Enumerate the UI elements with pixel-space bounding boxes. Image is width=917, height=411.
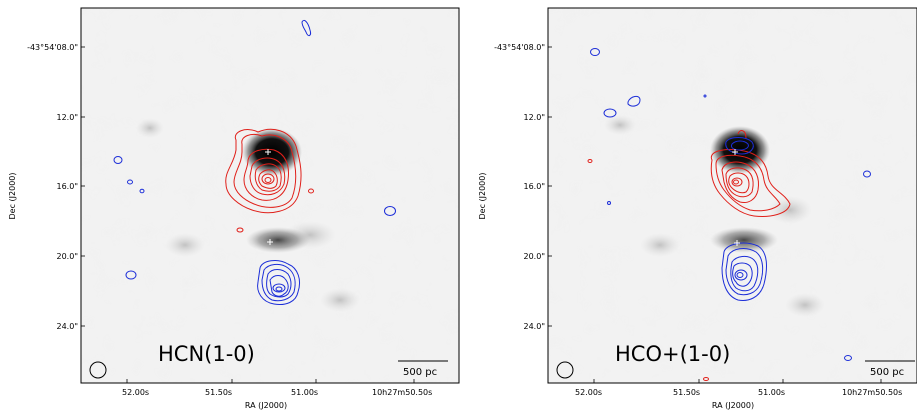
source-markers [732,149,740,246]
y-tick-label: 20.0" [57,252,79,261]
line-label: HCO+(1-0) [615,342,730,366]
scalebar-label: 500 pc [870,367,904,378]
x-tick-label: 51.50s [673,388,700,397]
y-tick-label: 16.0" [57,182,79,191]
red-contours [225,128,314,233]
y-tick-label: 12.0" [57,113,79,122]
y-tick-label: -43°54'08.0" [27,43,78,52]
y-tick-label: 12.0" [524,113,546,122]
faint-emission [165,233,205,257]
faint-emission [320,288,360,312]
y-tick-label: 20.0" [524,252,546,261]
y-tick-label: 24.0" [57,322,79,331]
y-tick-label: 24.0" [524,322,546,331]
beam-ellipse [556,361,574,379]
blue-contours [113,19,396,305]
x-axis-title: RA (J2000) [712,401,754,410]
axis-ticks [81,46,415,383]
y-tick-label: 16.0" [524,182,546,191]
source-markers [265,149,273,245]
line-label: HCN(1-0) [158,342,255,366]
blue-contours [590,48,871,361]
x-tick-label: 52.00s [122,388,149,397]
x-axis-title: RA (J2000) [245,401,287,410]
y-tick-label: -43°54'08.0" [494,43,545,52]
image-noise [548,8,917,383]
x-tick-label: 51.00s [758,388,785,397]
faint-emission [604,115,636,135]
x-tick-label: 10h27m50.50s [372,388,432,397]
x-tick-label: 51.50s [205,388,232,397]
x-tick-label: 52.00s [575,388,602,397]
beam-ellipse [89,361,107,379]
faint-emission [640,233,680,257]
image-noise [81,8,459,383]
x-tick-label: 51.00s [291,388,318,397]
y-axis-title: Dec (J2000) [8,173,17,220]
panel-hcn: HCN(1-0) 500 pc 52.00s 51.50s 51.00s 10h… [8,7,460,410]
y-axis-title: Dec (J2000) [478,173,487,220]
panel-hcop: HCO+(1-0) 500 pc 52.00s 51.50s 51.00s 10… [478,7,917,410]
scalebar-label: 500 pc [403,367,437,378]
faint-emission [785,293,825,317]
axis-ticks [548,46,882,383]
x-tick-label: 10h27m50.50s [842,388,902,397]
faint-emission [768,196,812,224]
secondary-source [246,227,310,253]
faint-emission [136,118,164,138]
image-frame [80,7,460,384]
image-frame [547,7,917,384]
secondary-source [710,227,778,253]
